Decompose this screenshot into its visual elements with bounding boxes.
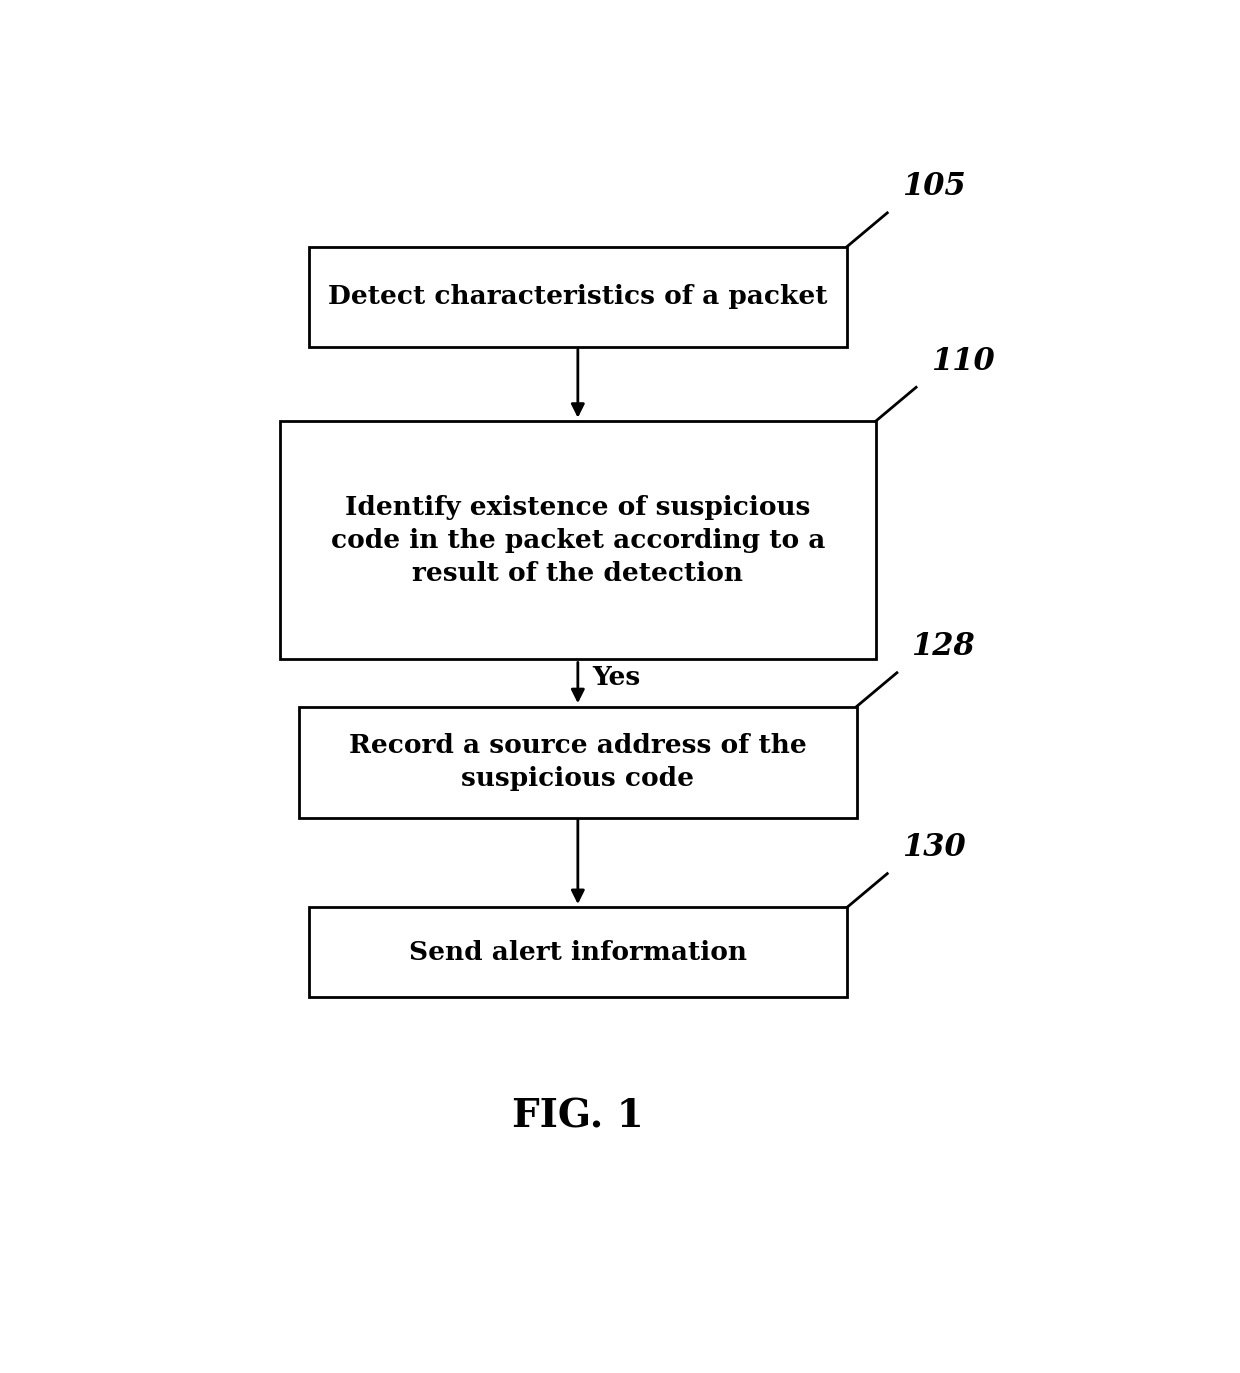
Bar <box>280 422 875 659</box>
Text: Record a source address of the
suspicious code: Record a source address of the suspiciou… <box>348 733 807 791</box>
Text: Send alert information: Send alert information <box>409 941 746 965</box>
Bar <box>309 247 847 347</box>
Text: Identify existence of suspicious
code in the packet according to a
result of the: Identify existence of suspicious code in… <box>331 494 825 585</box>
Text: FIG. 1: FIG. 1 <box>512 1097 644 1135</box>
Text: 105: 105 <box>901 172 966 202</box>
Text: Yes: Yes <box>593 665 641 691</box>
Text: 128: 128 <box>911 632 975 662</box>
Text: 130: 130 <box>901 832 966 864</box>
Bar <box>309 908 847 997</box>
Text: 110: 110 <box>930 346 994 376</box>
Bar <box>299 707 857 817</box>
Text: Detect characteristics of a packet: Detect characteristics of a packet <box>329 284 827 309</box>
